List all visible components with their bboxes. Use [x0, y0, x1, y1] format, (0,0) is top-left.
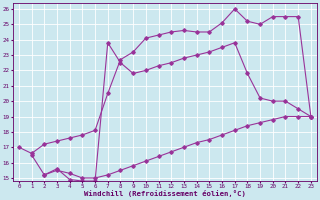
X-axis label: Windchill (Refroidissement éolien,°C): Windchill (Refroidissement éolien,°C): [84, 190, 246, 197]
